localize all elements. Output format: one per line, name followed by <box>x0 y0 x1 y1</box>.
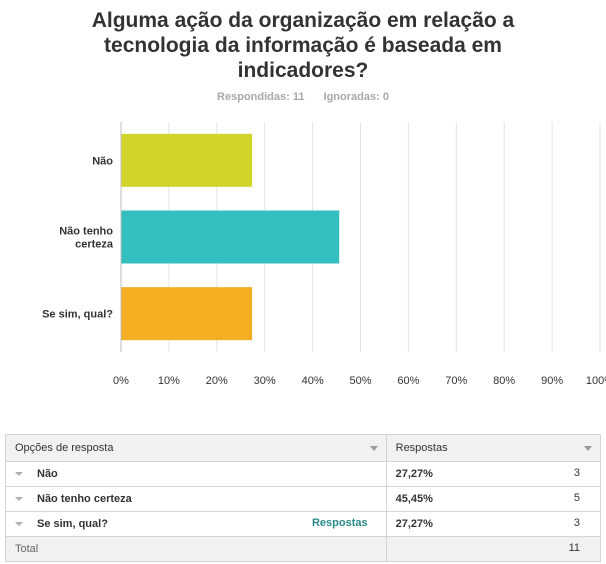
skipped-count: Ignoradas: 0 <box>323 91 389 103</box>
chevron-down-icon[interactable] <box>15 497 23 502</box>
table-row: Não 27,27% 3 <box>5 461 601 487</box>
row-count: 3 <box>573 517 580 529</box>
table-row: Se sim, qual? Respostas 27,27% 3 <box>5 511 601 537</box>
title-line: Alguma ação da organização em relação a <box>91 9 515 32</box>
row-percent: 27,27% <box>395 468 433 480</box>
category-label: Não <box>92 155 113 167</box>
title-line: tecnologia da informação é baseada em <box>104 34 502 57</box>
bar <box>121 210 340 264</box>
x-tick-label: 20% <box>206 375 228 387</box>
table-row: Não tenho certeza 45,45% 5 <box>5 486 601 512</box>
response-table: Opções de resposta Respostas Não 27,27% … <box>5 434 601 562</box>
header-options[interactable]: Opções de resposta <box>5 434 387 462</box>
x-tick-label: 10% <box>158 375 180 387</box>
row-count: 3 <box>573 467 580 479</box>
response-summary: Respondidas: 11 Ignoradas: 0 <box>0 91 606 103</box>
chart-title: Alguma ação da organização em relação a … <box>60 8 546 83</box>
total-count: 11 <box>568 542 580 554</box>
responses-link[interactable]: Respostas <box>311 517 368 529</box>
row-count: 5 <box>573 492 580 504</box>
x-tick-label: 0% <box>113 375 129 387</box>
category-label: certeza <box>75 239 114 251</box>
total-label: Total <box>15 543 39 555</box>
header-responses[interactable]: Respostas <box>386 434 601 462</box>
x-tick-label: 70% <box>445 375 467 387</box>
chevron-down-icon[interactable] <box>15 472 23 477</box>
x-tick-label: 60% <box>397 375 419 387</box>
bar <box>121 133 253 187</box>
x-tick-label: 100% <box>586 375 606 387</box>
bar-chart: 0% 10% 20% 30% 40% 50% 60% 70% 80% 90% 100% Não Não … <box>42 122 606 387</box>
category-label: Se sim, qual? <box>42 309 113 321</box>
row-label: Não <box>37 468 58 480</box>
row-percent: 45,45% <box>395 493 433 505</box>
row-label: Não tenho certeza <box>37 493 132 505</box>
chevron-down-icon[interactable] <box>15 522 23 527</box>
table-total-row: Total 11 <box>5 536 601 562</box>
row-percent: 27,27% <box>395 518 433 530</box>
chevron-down-icon[interactable] <box>369 446 378 451</box>
title-line: indicadores? <box>237 59 369 82</box>
chevron-down-icon[interactable] <box>584 446 592 451</box>
x-tick-label: 90% <box>541 375 563 387</box>
row-label: Se sim, qual? <box>37 518 108 530</box>
bar <box>121 287 253 341</box>
x-tick-label: 30% <box>254 375 276 387</box>
answered-count: Respondidas: 11 <box>217 91 305 103</box>
x-tick-label: 80% <box>493 375 515 387</box>
category-label: Não tenho <box>59 226 113 238</box>
x-tick-label: 50% <box>349 375 371 387</box>
x-tick-label: 40% <box>302 375 324 387</box>
table-header: Opções de resposta Respostas <box>5 434 601 462</box>
